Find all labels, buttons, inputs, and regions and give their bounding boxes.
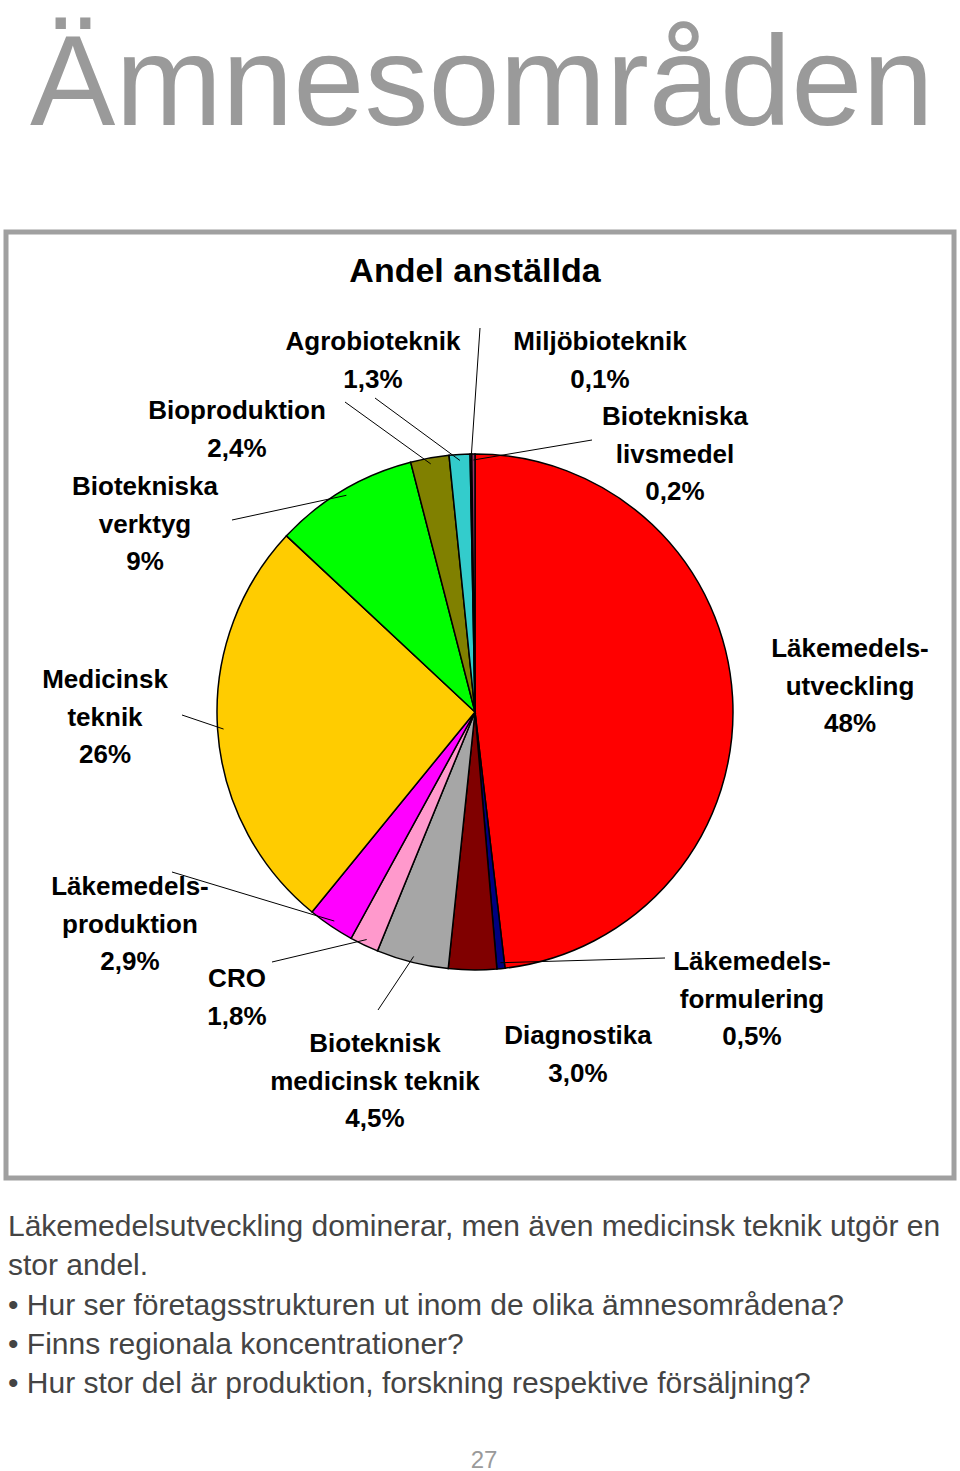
slice-label: Läkemedels-produktion <box>51 871 209 939</box>
leader-line <box>378 956 414 1010</box>
slice-label: Biotekniskaverktyg <box>72 471 218 539</box>
slice-value-label: 2,9% <box>100 946 159 976</box>
slice-label: Medicinskteknik <box>42 664 168 732</box>
slice-value-label: 3,0% <box>548 1058 607 1088</box>
caption: Läkemedelsutveckling dominerar, men även… <box>8 1206 948 1284</box>
slice-value-label: 9% <box>126 546 164 576</box>
slice-value-label: 2,4% <box>207 433 266 463</box>
page-number: 27 <box>471 1446 498 1471</box>
slice-value-label: 0,2% <box>645 476 704 506</box>
leader-line <box>500 958 665 963</box>
bullet-item: Hur ser företagsstrukturen ut inom de ol… <box>8 1285 953 1324</box>
slice-label: Agrobioteknik <box>286 326 461 356</box>
leader-line <box>473 440 592 460</box>
slice-label: Läkemedels-formulering <box>673 946 831 1014</box>
slice-label: CRO <box>208 963 266 993</box>
slice-label: Bioproduktion <box>148 395 326 425</box>
slice-value-label: 4,5% <box>345 1103 404 1133</box>
pie-slice <box>449 454 475 712</box>
leader-line <box>345 402 431 464</box>
data-labels: Läkemedels-utveckling 48% Läkemedels-formu… <box>42 326 929 1133</box>
slice-value-label: 26% <box>79 739 131 769</box>
slice-value-label: 1,3% <box>343 364 402 394</box>
slice-label: Biotekniskmedicinsk teknik <box>270 1028 480 1096</box>
bullet-list: Hur ser företagsstrukturen ut inom de ol… <box>8 1285 953 1402</box>
slice-value-label: 48% <box>824 708 876 738</box>
slice-label: Biotekniskalivsmedel <box>602 401 748 469</box>
page-heading: Ämnesområden <box>30 9 934 152</box>
leader-line <box>471 328 480 460</box>
pie <box>217 454 733 970</box>
leader-line <box>232 495 346 520</box>
leader-line <box>272 940 367 962</box>
bullet-item: Finns regionala koncentrationer? <box>8 1324 953 1363</box>
slice-label: Läkemedels-utveckling <box>771 633 929 701</box>
slice-value-label: 0,5% <box>722 1021 781 1051</box>
slice-value-label: 0,1% <box>570 364 629 394</box>
chart-frame <box>6 232 954 1178</box>
slice-label: Diagnostika <box>504 1020 652 1050</box>
pie-slice <box>472 454 475 712</box>
leader-line <box>375 398 460 460</box>
pie-slice <box>475 454 733 968</box>
pie-slice <box>470 454 475 712</box>
chart-title: Andel anställda <box>349 251 601 289</box>
bullet-item: Hur stor del är produktion, forskning re… <box>8 1363 953 1402</box>
slice-value-label: 1,8% <box>207 1001 266 1031</box>
slice-label: Miljöbioteknik <box>513 326 687 356</box>
leader-line <box>182 715 224 729</box>
